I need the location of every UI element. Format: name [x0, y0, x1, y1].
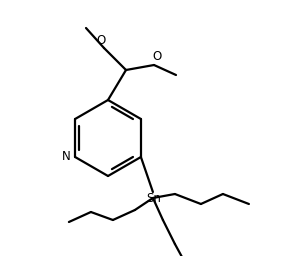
Text: Sn: Sn	[147, 191, 161, 205]
Text: N: N	[62, 151, 70, 164]
Text: O: O	[153, 50, 162, 63]
Text: O: O	[96, 34, 106, 47]
